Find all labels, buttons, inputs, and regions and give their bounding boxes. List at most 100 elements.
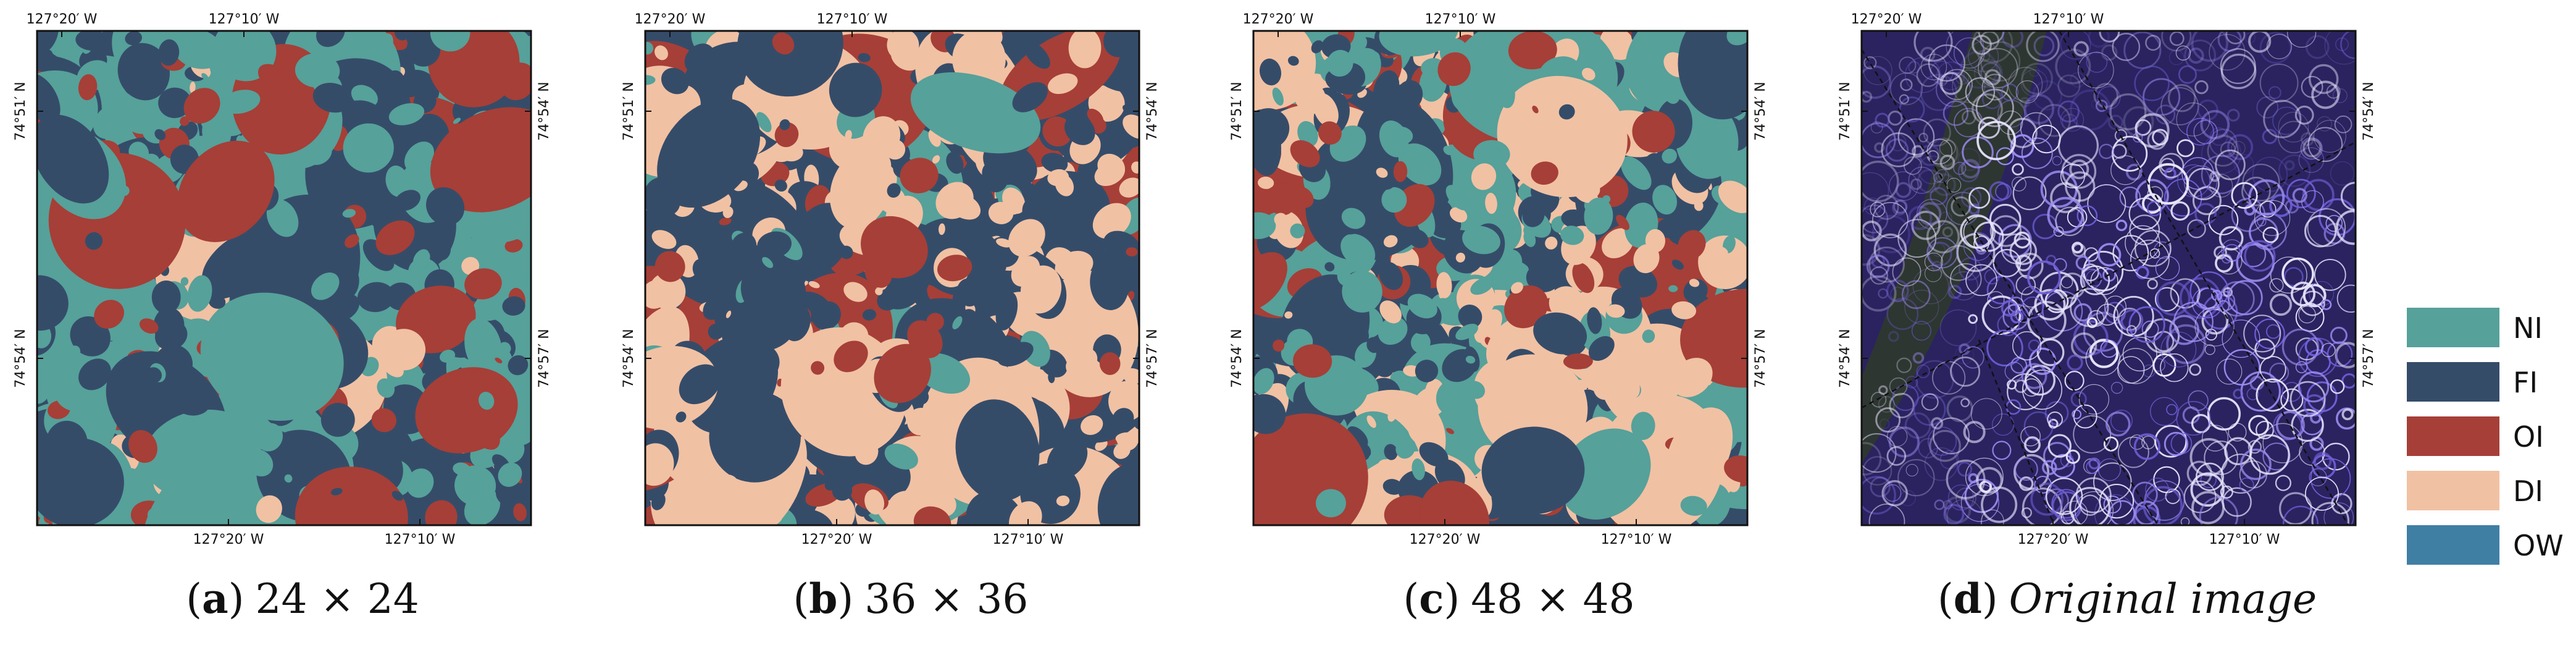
ice-texture: [2012, 176, 2047, 211]
class-patch-oi: [177, 140, 275, 242]
ice-texture: [2269, 293, 2293, 316]
ice-texture: [2055, 48, 2091, 85]
class-patch-fi: [1419, 442, 1449, 467]
legend-item-fi: FI: [2407, 362, 2576, 402]
axis-left-label-2: 74°54′ N: [13, 329, 28, 387]
class-patch-oi: [1253, 252, 1287, 311]
ice-texture: [1863, 56, 1877, 70]
ice-texture: [2018, 476, 2034, 491]
legend-swatch-oi: [2407, 416, 2499, 456]
ice-texture: [2257, 217, 2267, 227]
class-patch-oi: [345, 234, 359, 248]
class-patch-ni: [1436, 378, 1474, 417]
ice-texture: [2057, 100, 2080, 123]
map-area: [645, 31, 1139, 525]
ice-texture: [2191, 31, 2228, 62]
classification-map-24: 127°20′ W 127°10′ W 127°20′ W 127°10′ W 74°5…: [13, 12, 552, 547]
caption-c: (c) 48 × 48: [1403, 575, 1635, 623]
ice-texture: [1939, 140, 1956, 156]
class-patch-ni: [1668, 285, 1678, 292]
class-patch-di: [1407, 405, 1439, 444]
ice-texture: [1992, 441, 2012, 460]
class-patch-oi: [128, 430, 157, 463]
ice-texture: [2120, 309, 2144, 332]
class-patch-fi: [426, 187, 465, 226]
ice-texture: [1921, 393, 1939, 411]
class-patch-fi: [1561, 209, 1589, 229]
class-patch-ni: [430, 31, 470, 52]
class-patch-di: [938, 223, 945, 235]
class-patch-di: [1092, 203, 1131, 239]
ice-texture: [1981, 88, 2002, 109]
class-patch-di: [256, 495, 282, 523]
class-patch-di: [1455, 252, 1465, 263]
class-patch-oi: [82, 76, 97, 91]
ice-texture: [1862, 172, 1889, 210]
class-patch-fi: [692, 258, 710, 280]
ice-texture: [2177, 139, 2195, 158]
ice-texture: [2259, 200, 2277, 218]
panel-b: 127°20′ W 127°10′ W 127°20′ W 127°10′ W 74°5…: [608, 0, 1213, 650]
class-patch-ni: [96, 386, 109, 407]
class-patch-oi: [913, 506, 951, 525]
ice-texture: [2321, 343, 2336, 357]
ice-texture: [2154, 287, 2180, 312]
ice-texture: [1862, 442, 1882, 476]
class-patch-di: [461, 256, 480, 275]
axis-left-label-2: 74°54′ N: [621, 329, 637, 387]
class-patch-oi: [874, 344, 931, 403]
ice-texture: [2128, 197, 2162, 230]
ice-texture: [1957, 161, 1980, 182]
class-patch-di: [1123, 114, 1139, 139]
ice-texture: [2014, 457, 2038, 481]
class-patch-ni: [1253, 368, 1274, 395]
ice-texture: [2301, 190, 2324, 213]
ice-texture: [1918, 144, 1941, 166]
ice-texture: [1933, 172, 1944, 183]
ice-texture: [1960, 50, 1998, 89]
class-patch-ni: [1353, 36, 1368, 53]
class-patch-oi: [1680, 289, 1747, 388]
caption-text: 36 × 36: [864, 575, 1029, 623]
class-patch-ni: [1470, 277, 1494, 295]
ice-texture: [2231, 141, 2246, 156]
ice-texture: [2195, 462, 2224, 491]
ice-texture: [2270, 256, 2307, 294]
axis-bottom-label-1: 127°20′ W: [2018, 532, 2089, 547]
class-patch-ni: [307, 142, 332, 165]
class-patch-fi: [1587, 307, 1602, 334]
ice-texture: [1889, 133, 1907, 151]
ice-texture: [2123, 31, 2162, 69]
ice-texture: [2015, 80, 2039, 104]
class-patch-oi: [907, 320, 943, 358]
ice-texture: [2070, 390, 2087, 408]
ice-texture: [2103, 436, 2119, 452]
ice-texture: [1911, 321, 1931, 341]
ice-texture: [2282, 505, 2319, 525]
ice-texture: [2050, 182, 2081, 213]
ice-texture: [1968, 314, 1978, 324]
class-patch-fi: [502, 296, 525, 316]
ice-texture: [1960, 159, 1981, 179]
ice-texture: [2104, 295, 2126, 318]
class-patch-fi: [956, 278, 981, 306]
class-patch-fi: [1415, 360, 1439, 382]
class-patch-ni: [377, 378, 395, 398]
ice-texture: [1870, 391, 1887, 408]
axis-right-label-2: 74°57′ N: [1753, 329, 1768, 387]
ice-texture: [1941, 69, 1973, 100]
class-patch-oi: [1099, 352, 1121, 375]
class-patch-fi: [955, 399, 1040, 502]
ice-texture: [1933, 173, 1956, 196]
class-patch-oi: [774, 122, 799, 148]
ice-texture: [2244, 204, 2256, 216]
caption-a: (a) 24 × 24: [186, 575, 419, 623]
ice-texture: [1892, 384, 1919, 412]
class-patch-fi: [1381, 151, 1390, 164]
ice-texture: [2103, 495, 2122, 514]
ice-texture: [2309, 468, 2327, 486]
ice-texture: [1978, 48, 2018, 88]
class-patch-fi: [757, 231, 792, 258]
ice-texture: [1886, 279, 1909, 303]
ice-texture: [1907, 205, 1933, 230]
